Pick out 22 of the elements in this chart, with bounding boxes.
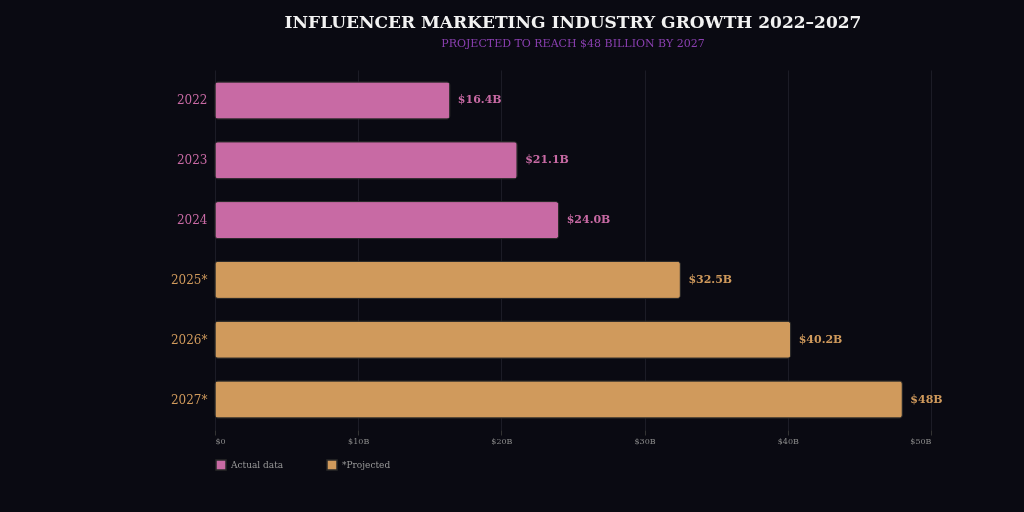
chart-title: INFLUENCER MARKETING INDUSTRY GROWTH 2022–2027 xyxy=(284,12,862,32)
x-tick-label: $50B xyxy=(910,436,932,446)
data-label: $24.0B xyxy=(566,213,611,227)
data-label: $16.4B xyxy=(457,93,502,107)
x-tick-label: $20B xyxy=(491,436,513,446)
y-tick-label: 2022 xyxy=(176,93,208,108)
data-label: $32.5B xyxy=(688,272,733,286)
data-label: $40.2B xyxy=(798,332,843,346)
y-tick-label: 2023 xyxy=(176,153,208,168)
x-tick-label: $40B xyxy=(777,436,799,446)
y-tick-label: 2024 xyxy=(176,213,208,228)
legend-label: *Projected xyxy=(342,460,391,470)
chart-subtitle: PROJECTED TO REACH $48 BILLION BY 2027 xyxy=(441,37,705,50)
x-tick-label: $10B xyxy=(348,436,370,446)
x-tick-label: $0 xyxy=(215,436,226,446)
y-tick-label: 2027* xyxy=(170,392,208,407)
y-tick-label: 2025* xyxy=(170,272,208,287)
data-label: $21.1B xyxy=(525,153,569,167)
x-tick-label: $30B xyxy=(634,436,656,446)
legend-label: Actual data xyxy=(230,460,284,470)
y-tick-label: 2026* xyxy=(170,332,208,347)
data-label: $48B xyxy=(910,392,943,406)
